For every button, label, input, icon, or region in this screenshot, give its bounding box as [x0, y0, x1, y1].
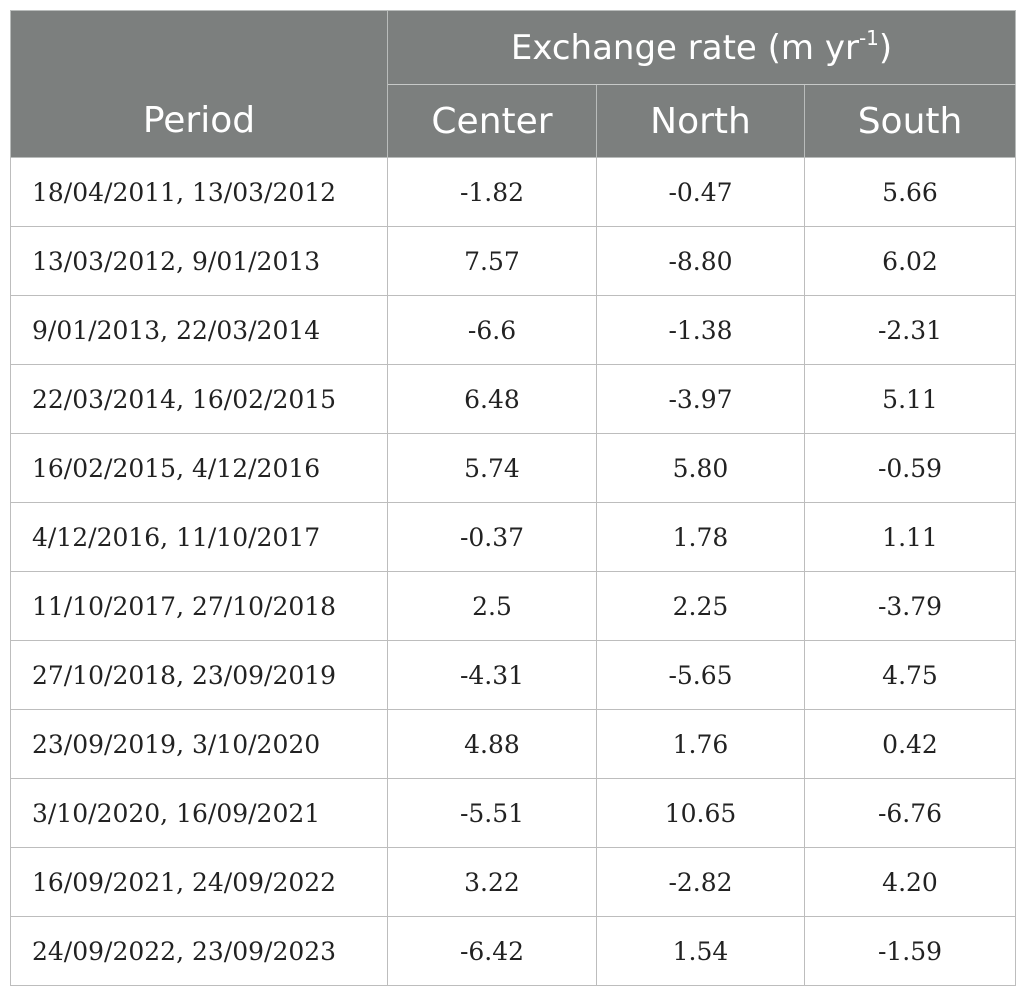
table-row: 4/12/2016, 11/10/2017 -0.37 1.78 1.11: [10, 502, 1017, 572]
table-row: 22/03/2014, 16/02/2015 6.48 -3.97 5.11: [10, 364, 1017, 434]
center-cell: -6.42: [387, 916, 597, 986]
center-cell: 3.22: [387, 847, 597, 917]
exchange-rate-group-header: Exchange rate (m yr-1): [386, 10, 1017, 85]
table-row: 27/10/2018, 23/09/2019 -4.31 -5.65 4.75: [10, 640, 1017, 710]
table-row: 9/01/2013, 22/03/2014 -6.6 -1.38 -2.31: [10, 295, 1017, 365]
period-cell: 24/09/2022, 23/09/2023: [10, 916, 388, 986]
period-cell: 9/01/2013, 22/03/2014: [10, 295, 388, 365]
south-cell: 5.11: [803, 364, 1017, 434]
north-cell: 2.25: [596, 571, 805, 641]
south-cell: -0.59: [803, 433, 1017, 503]
table-row: 3/10/2020, 16/09/2021 -5.51 10.65 -6.76: [10, 778, 1017, 848]
south-cell: -6.76: [803, 778, 1017, 848]
south-cell: 6.02: [803, 226, 1017, 296]
south-cell: -1.59: [803, 916, 1017, 986]
table-row: 23/09/2019, 3/10/2020 4.88 1.76 0.42: [10, 709, 1017, 779]
south-cell: 5.66: [803, 157, 1017, 227]
exchange-rate-header-close: ): [878, 27, 893, 68]
period-cell: 22/03/2014, 16/02/2015: [10, 364, 388, 434]
center-cell: -0.37: [387, 502, 597, 572]
table-row: 13/03/2012, 9/01/2013 7.57 -8.80 6.02: [10, 226, 1017, 296]
north-cell: 1.54: [596, 916, 805, 986]
north-cell: -1.38: [596, 295, 805, 365]
table-row: 16/02/2015, 4/12/2016 5.74 5.80 -0.59: [10, 433, 1017, 503]
center-cell: -5.51: [387, 778, 597, 848]
center-cell: 2.5: [387, 571, 597, 641]
center-cell: 6.48: [387, 364, 597, 434]
south-column-header: South: [803, 84, 1017, 158]
period-cell: 18/04/2011, 13/03/2012: [10, 157, 388, 227]
period-cell: 16/09/2021, 24/09/2022: [10, 847, 388, 917]
center-cell: -4.31: [387, 640, 597, 710]
table-header: Period Exchange rate (m yr-1) Center Nor…: [10, 10, 1017, 158]
period-column-header: Period: [10, 10, 388, 158]
exchange-rate-table-container: Period Exchange rate (m yr-1) Center Nor…: [10, 10, 1017, 986]
center-cell: 7.57: [387, 226, 597, 296]
table-body: 18/04/2011, 13/03/2012 -1.82 -0.47 5.66 …: [10, 157, 1017, 986]
north-cell: -0.47: [596, 157, 805, 227]
period-cell: 4/12/2016, 11/10/2017: [10, 502, 388, 572]
period-cell: 3/10/2020, 16/09/2021: [10, 778, 388, 848]
table-row: 16/09/2021, 24/09/2022 3.22 -2.82 4.20: [10, 847, 1017, 917]
table-row: 18/04/2011, 13/03/2012 -1.82 -0.47 5.66: [10, 157, 1017, 227]
period-header-label: Period: [142, 100, 256, 141]
table-row: 11/10/2017, 27/10/2018 2.5 2.25 -3.79: [10, 571, 1017, 641]
north-cell: -3.97: [596, 364, 805, 434]
exchange-rate-table: Period Exchange rate (m yr-1) Center Nor…: [10, 10, 1017, 986]
north-cell: 5.80: [596, 433, 805, 503]
table-row: 24/09/2022, 23/09/2023 -6.42 1.54 -1.59: [10, 916, 1017, 986]
north-cell: 1.76: [596, 709, 805, 779]
south-cell: 4.20: [803, 847, 1017, 917]
south-cell: 0.42: [803, 709, 1017, 779]
center-cell: 5.74: [387, 433, 597, 503]
south-cell: 4.75: [803, 640, 1017, 710]
north-cell: -5.65: [596, 640, 805, 710]
period-cell: 23/09/2019, 3/10/2020: [10, 709, 388, 779]
south-cell: 1.11: [803, 502, 1017, 572]
north-cell: 1.78: [596, 502, 805, 572]
north-cell: -2.82: [596, 847, 805, 917]
period-cell: 11/10/2017, 27/10/2018: [10, 571, 388, 641]
center-cell: -6.6: [387, 295, 597, 365]
north-column-header: North: [596, 84, 805, 158]
center-cell: 4.88: [387, 709, 597, 779]
center-column-header: Center: [387, 84, 597, 158]
center-cell: -1.82: [387, 157, 597, 227]
period-cell: 16/02/2015, 4/12/2016: [10, 433, 388, 503]
north-cell: -8.80: [596, 226, 805, 296]
period-cell: 27/10/2018, 23/09/2019: [10, 640, 388, 710]
north-cell: 10.65: [596, 778, 805, 848]
south-cell: -2.31: [803, 295, 1017, 365]
south-cell: -3.79: [803, 571, 1017, 641]
exchange-rate-header-label: Exchange rate (m yr: [510, 27, 859, 68]
unit-superscript: -1: [858, 25, 879, 50]
period-cell: 13/03/2012, 9/01/2013: [10, 226, 388, 296]
